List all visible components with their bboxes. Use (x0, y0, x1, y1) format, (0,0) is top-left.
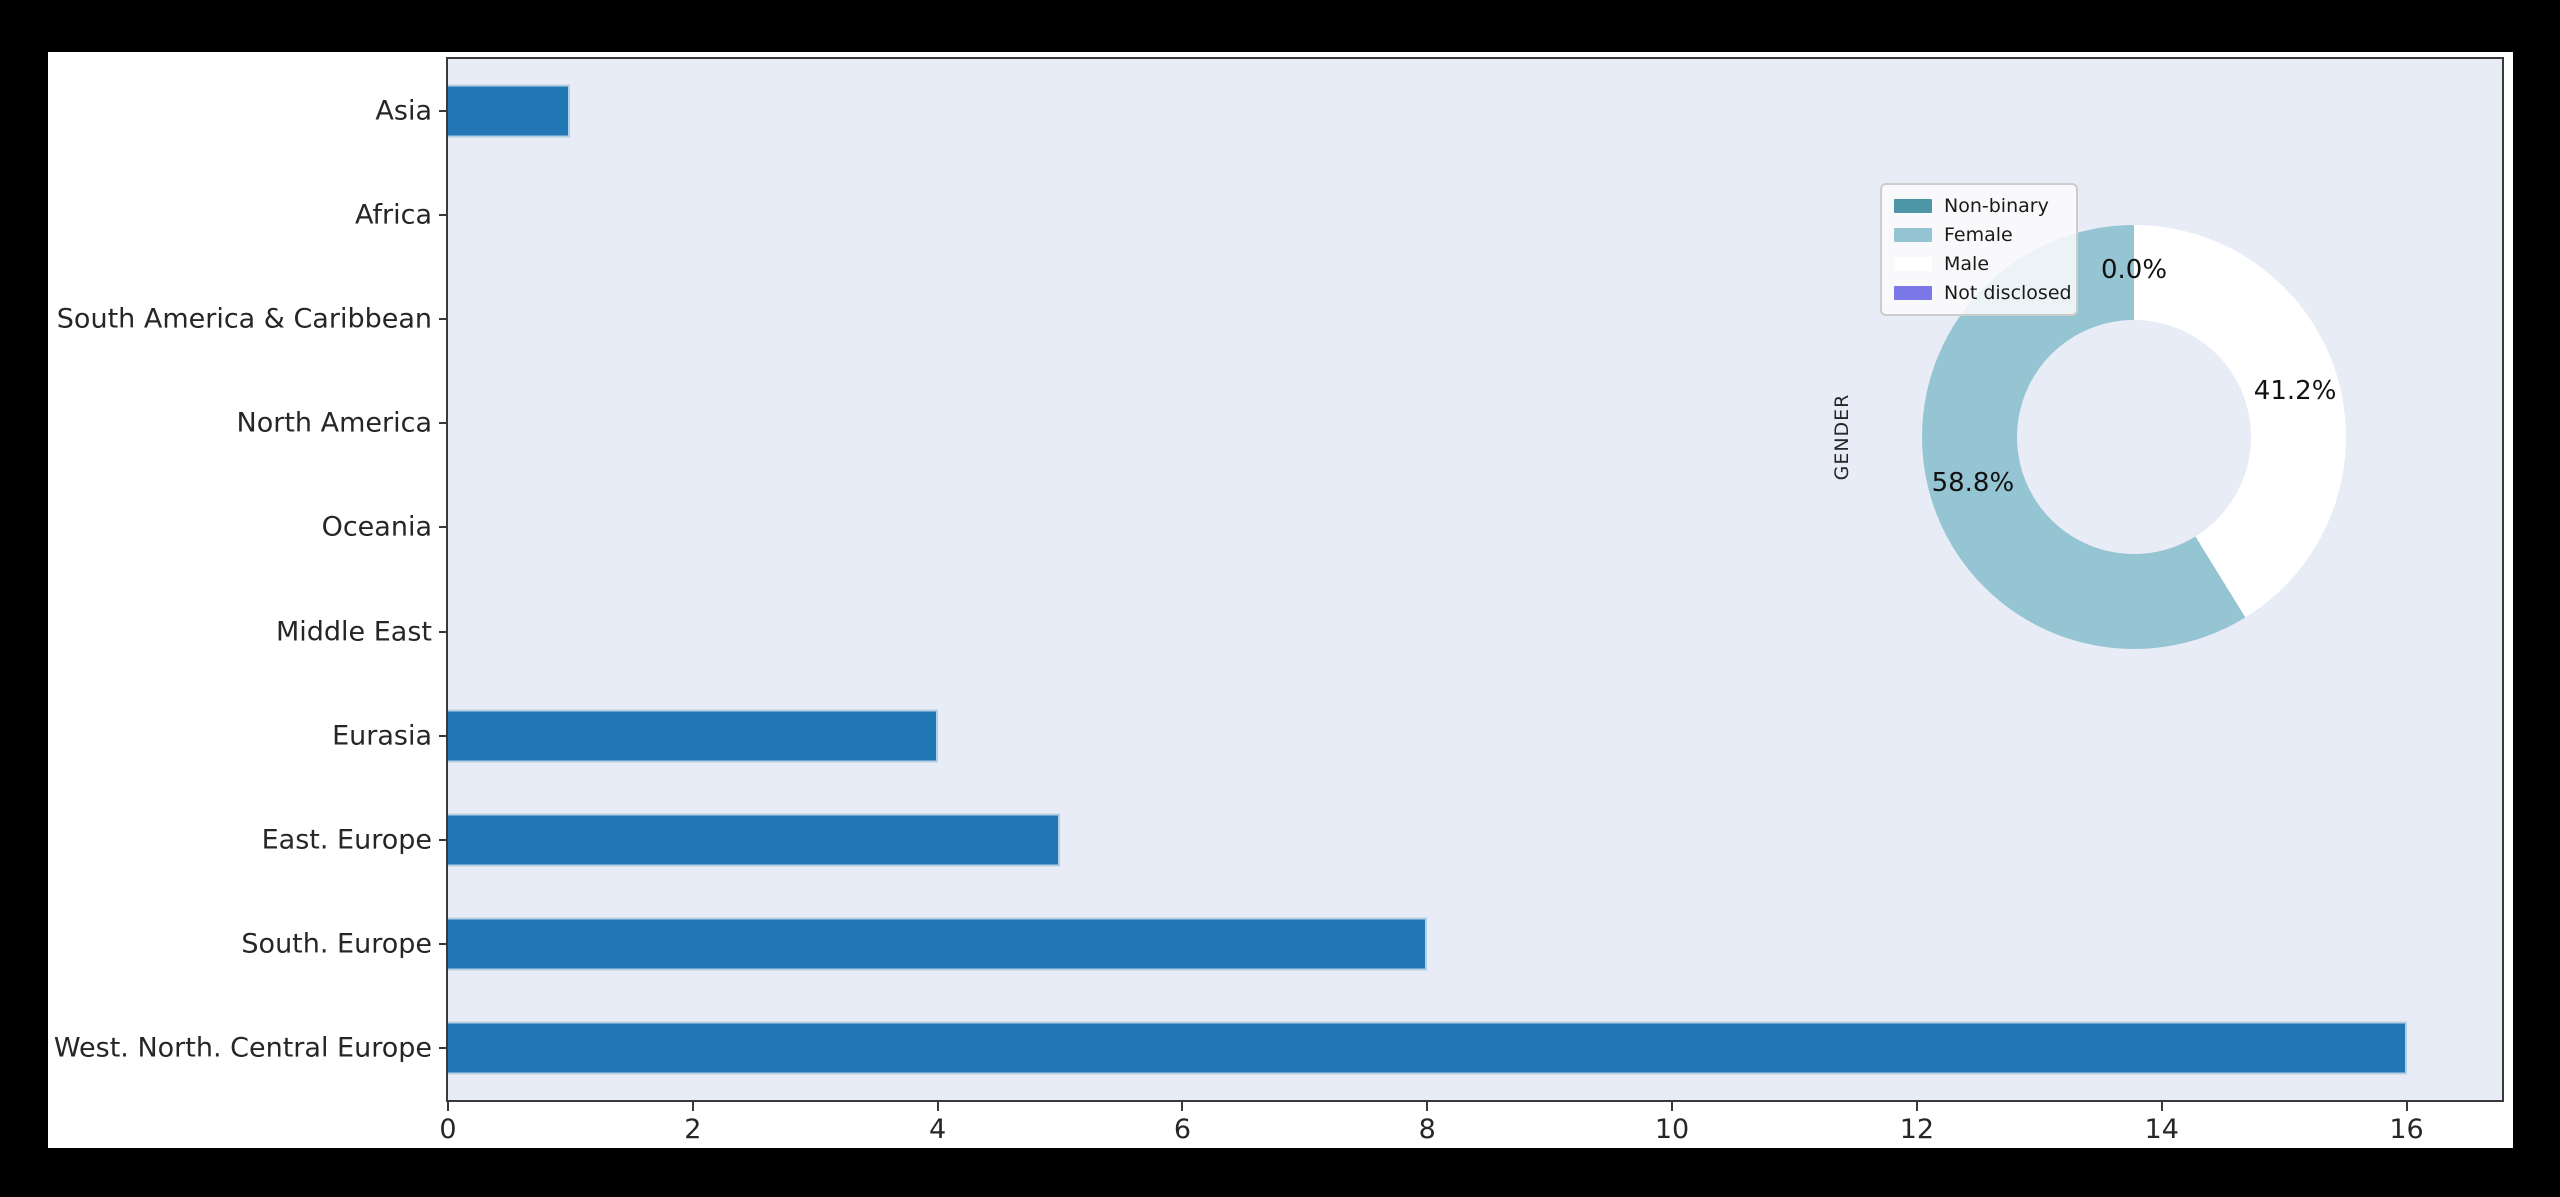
bar-south-europe (448, 917, 1428, 971)
bar-eurasia (448, 709, 938, 763)
x-axis-tick-mark (936, 1100, 939, 1111)
x-axis-tick-mark (447, 1100, 449, 1111)
x-axis-tick-label: 2 (684, 1114, 702, 1145)
bar-series-container: Asia Africa South America & Caribbean North… (54, 59, 2502, 1143)
y-axis-category-label: South. Europe (241, 928, 432, 960)
legend-swatch-icon (1894, 286, 1932, 300)
x-axis-tick-label: 6 (1173, 1114, 1192, 1145)
x-axis-tick-label: 12 (1899, 1114, 1935, 1145)
bar-plot-area: Asia Africa South America & Caribbean North… (54, 57, 2504, 1143)
y-axis-category-label: Oceania (321, 511, 432, 543)
y-axis-category-label: Eurasia (332, 720, 432, 752)
y-axis-category-label: South America & Caribbean (56, 303, 432, 335)
x-axis-tick-mark (1915, 1100, 1918, 1111)
legend-label: Not disclosed (1944, 281, 2072, 304)
pct-label-non-binary: 0.0% (2100, 254, 2168, 285)
y-axis-category-label: Asia (375, 95, 432, 127)
pct-label-male: 41.2% (2253, 376, 2337, 407)
gender-axis-title: GENDER (1831, 394, 1853, 481)
y-axis-tick-mark (439, 110, 448, 113)
legend-swatch-icon (1894, 199, 1932, 213)
legend-row-not-disclosed: Not disclosed (1894, 281, 2072, 305)
bar-asia (448, 84, 571, 138)
x-axis-tick-label: 8 (1418, 1114, 1436, 1145)
x-axis-tick-mark (1426, 1100, 1429, 1111)
y-axis-category-label: East. Europe (261, 824, 432, 856)
y-axis-tick-mark (439, 422, 448, 425)
y-axis-tick-mark (439, 942, 448, 945)
x-axis-tick-label: 14 (2144, 1114, 2179, 1145)
gender-axis-title-text: GENDER (1831, 393, 1853, 481)
legend-swatch-icon (1894, 228, 1932, 242)
legend-row-male: Male (1894, 252, 2064, 276)
legend-label: Male (1944, 252, 1990, 275)
y-axis-tick-mark (439, 630, 448, 633)
bar-east-europe (448, 813, 1061, 867)
legend-label: Female (1944, 223, 2013, 246)
y-axis-tick-mark (439, 734, 448, 737)
y-axis-tick-mark (439, 838, 448, 841)
legend-row-female: Female (1894, 223, 2064, 247)
x-axis-tick-mark (1671, 1100, 1674, 1111)
matplotlib-figure: Asia Africa South America & Caribbean North… (48, 52, 2513, 1148)
y-axis-category-label: West. North. Central Europe (53, 1032, 432, 1064)
y-axis-category-label: North America (236, 407, 432, 439)
x-axis-tick-mark (691, 1100, 694, 1111)
pct-label-female: 58.8% (1931, 467, 2015, 498)
legend-label: Non-binary (1944, 194, 2049, 217)
gender-donut-hole (2017, 320, 2251, 554)
x-axis-tick-mark (1181, 1100, 1184, 1111)
y-axis-tick-mark (439, 1046, 448, 1049)
x-axis-tick-label: 4 (929, 1114, 947, 1145)
legend-row-non-binary: Non-binary (1894, 194, 2064, 218)
y-axis-tick-mark (439, 214, 448, 217)
x-axis-tick-label: 0 (439, 1114, 457, 1145)
x-axis-tick-label: 16 (2389, 1114, 2424, 1145)
x-axis-tick-mark (2405, 1100, 2408, 1111)
x-axis-tick-label: 10 (1654, 1114, 1690, 1145)
y-axis-category-label: Africa (354, 199, 432, 231)
y-axis-tick-mark (439, 318, 448, 321)
gender-legend: Non-binary Female Male Not disclosed (1880, 183, 2078, 316)
y-axis-category-label: Middle East (275, 616, 432, 648)
bar-west-north-central-europe (448, 1021, 2407, 1075)
y-axis-tick-mark (439, 526, 448, 529)
x-axis-tick-mark (2160, 1100, 2163, 1111)
legend-swatch-icon (1894, 257, 1932, 271)
